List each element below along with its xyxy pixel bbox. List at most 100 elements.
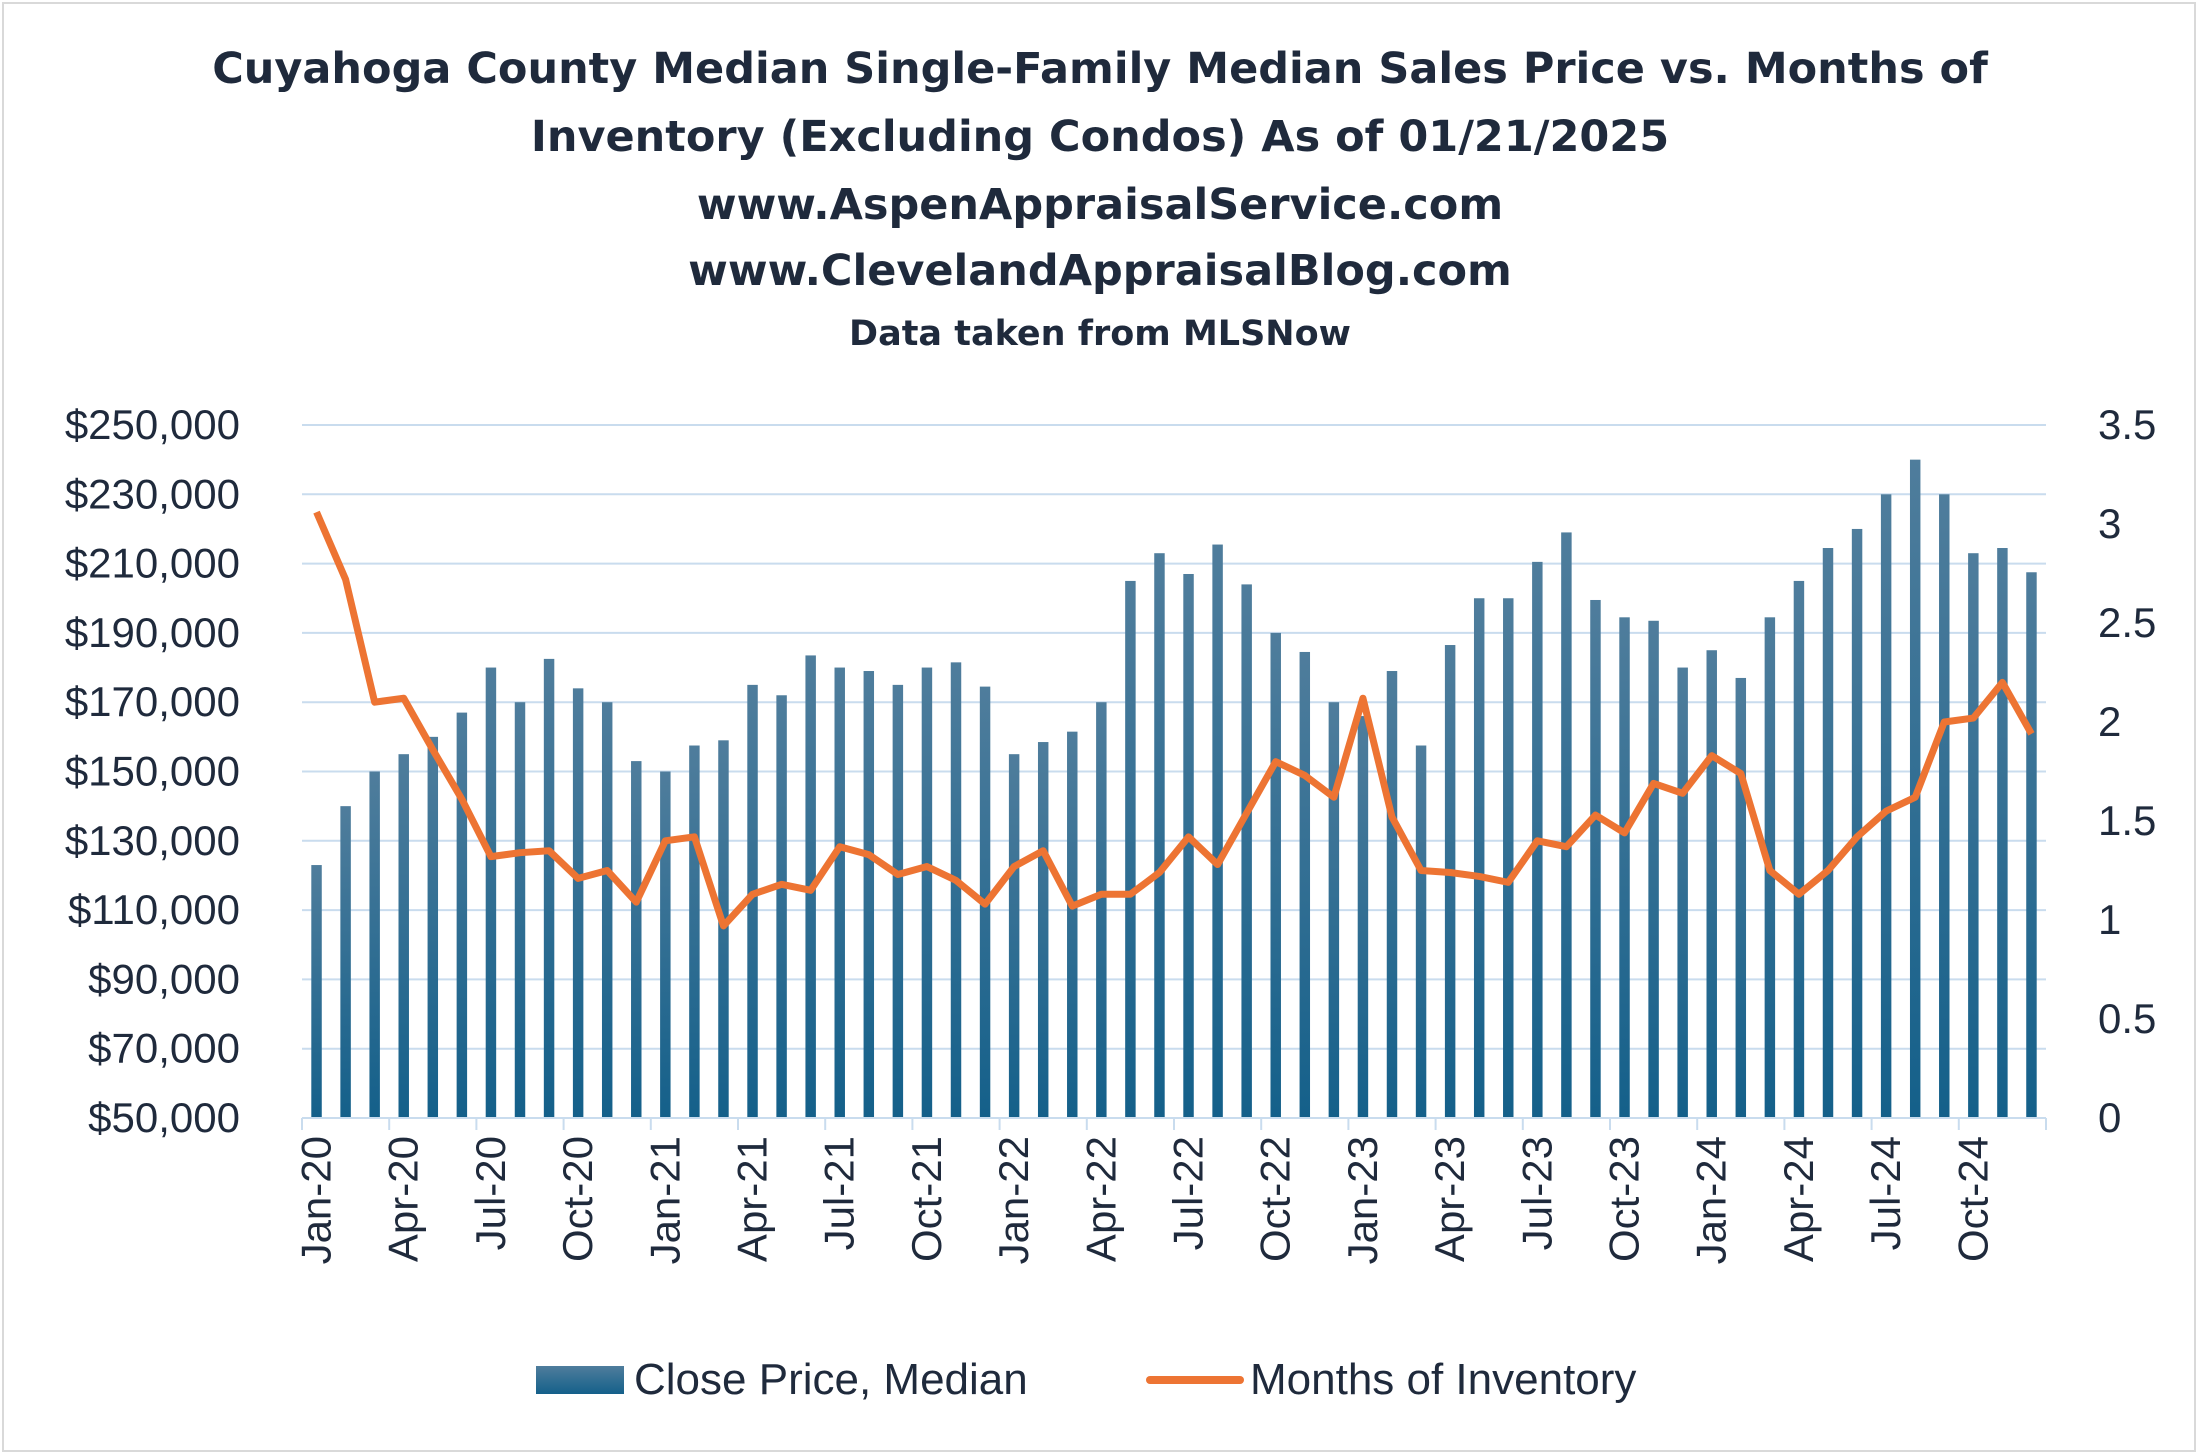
bar-Aug-23 (1561, 532, 1572, 1118)
bar-Oct-20 (572, 688, 584, 1118)
x-tick-label: Jan-24 (1688, 1136, 1735, 1264)
bar-Nov-20 (601, 702, 613, 1118)
y-right-tick-label: 2 (2098, 698, 2121, 745)
bar-Oct-21 (921, 667, 933, 1118)
bar-May-23 (1473, 598, 1485, 1118)
x-tick-label: Oct-22 (1252, 1136, 1299, 1262)
y-right-tick-label: 3 (2098, 500, 2121, 547)
bar-Apr-22 (1096, 702, 1107, 1118)
bar-Apr-23 (1444, 645, 1456, 1118)
bar-Mar-20 (369, 771, 380, 1118)
bar-Feb-24 (1735, 677, 1747, 1118)
bar-Dec-24 (2026, 572, 2037, 1118)
bar-Dec-23 (1677, 667, 1688, 1118)
inventory-line (313, 510, 2035, 930)
bar-Jan-20 (311, 865, 322, 1118)
bar-Oct-22 (1270, 632, 1281, 1118)
bar-Nov-23 (1648, 620, 1659, 1118)
bar-Jun-24 (1851, 528, 1863, 1118)
x-tick-label: Apr-24 (1775, 1136, 1822, 1262)
bar-Sep-20 (543, 658, 555, 1118)
chart-subtitle: Data taken from MLSNow (849, 314, 1351, 354)
bar-Dec-20 (631, 761, 642, 1118)
legend-label-close-price: Close Price, Median (634, 1355, 1028, 1404)
x-tick-label: Oct-21 (903, 1136, 950, 1262)
bar-Nov-24 (1997, 548, 2008, 1118)
y-right-tick-label: 2.5 (2098, 599, 2156, 646)
y-left-tick-label: $110,000 (68, 886, 240, 933)
x-tick-label: Oct-24 (1949, 1136, 1996, 1262)
y-left-tick-label: $210,000 (65, 540, 240, 587)
bar-Nov-22 (1299, 651, 1311, 1118)
bar-Nov-21 (950, 662, 962, 1118)
bar-Mar-23 (1415, 745, 1427, 1118)
bar-Sep-23 (1590, 599, 1601, 1118)
bar-Jun-20 (456, 712, 468, 1118)
x-tick-label: Jul-20 (467, 1136, 514, 1250)
bar-Jan-24 (1706, 650, 1717, 1118)
x-tick-label: Jan-21 (641, 1136, 688, 1264)
bar-Mar-22 (1067, 731, 1078, 1118)
y-left-tick-label: $70,000 (88, 1025, 240, 1072)
y-right-tick-label: 0.5 (2098, 995, 2156, 1042)
x-tick-label: Jul-22 (1165, 1136, 1212, 1250)
y-right-tick-label: 0 (2098, 1094, 2121, 1141)
bar-Aug-21 (863, 671, 875, 1118)
bar-Dec-22 (1328, 702, 1340, 1118)
bar-Jul-24 (1880, 494, 1892, 1118)
y-left-tick-label: $250,000 (65, 401, 240, 448)
chart-title-line-3: www.AspenAppraisalService.com (696, 180, 1504, 230)
x-tick-label: Jan-22 (990, 1136, 1037, 1264)
x-tick-label: Jan-23 (1339, 1136, 1386, 1264)
bar-Oct-24 (1968, 553, 1979, 1118)
bar-Aug-22 (1212, 544, 1223, 1118)
x-tick-label: Apr-21 (729, 1136, 776, 1262)
chart-title-line-2: Inventory (Excluding Condos) As of 01/21… (530, 112, 1670, 162)
x-tick-label: Jul-21 (816, 1136, 863, 1250)
y-left-tick-label: $190,000 (65, 609, 240, 656)
y-left-tick-label: $150,000 (65, 748, 240, 795)
bar-May-20 (427, 736, 439, 1118)
x-tick-label: Jul-23 (1513, 1136, 1560, 1250)
bar-Feb-21 (689, 745, 700, 1118)
x-tick-label: Apr-20 (380, 1136, 427, 1262)
bar-Feb-23 (1386, 671, 1398, 1118)
legend-label-months-of-inventory: Months of Inventory (1250, 1355, 1636, 1404)
bar-May-21 (776, 695, 787, 1118)
legend-bar-swatch (536, 1366, 624, 1394)
bar-Sep-22 (1241, 584, 1252, 1118)
bar-Jul-20 (485, 667, 497, 1118)
bar-Jan-21 (660, 771, 671, 1118)
bar-Apr-21 (747, 684, 758, 1118)
x-tick-label: Apr-23 (1426, 1136, 1473, 1262)
bar-Jul-22 (1183, 573, 1194, 1118)
x-tick-label: Oct-20 (554, 1136, 601, 1262)
bar-Jan-23 (1357, 716, 1369, 1118)
bar-Sep-21 (892, 684, 904, 1118)
y-left-tick-label: $170,000 (65, 678, 240, 725)
x-tick-label: Jan-20 (293, 1136, 340, 1264)
bar-Jun-22 (1154, 553, 1165, 1118)
y-right-tick-label: 1.5 (2098, 797, 2156, 844)
chart-title-line-1: Cuyahoga County Median Single-Family Med… (212, 44, 1988, 94)
y-right-tick-label: 3.5 (2098, 401, 2156, 448)
bar-Jul-21 (834, 667, 845, 1118)
x-tick-label: Apr-22 (1077, 1136, 1124, 1262)
y-left-tick-label: $50,000 (88, 1094, 240, 1141)
chart-title-line-4: www.ClevelandAppraisalBlog.com (688, 246, 1512, 296)
y-left-tick-label: $90,000 (88, 955, 240, 1002)
y-right-tick-label: 1 (2098, 896, 2121, 943)
bar-Feb-22 (1037, 742, 1049, 1118)
bar-Apr-24 (1793, 580, 1805, 1118)
bar-Feb-20 (340, 806, 351, 1118)
bar-Aug-20 (514, 702, 526, 1118)
bar-Jun-23 (1503, 598, 1514, 1118)
bar-Oct-23 (1619, 617, 1630, 1118)
bar-Apr-20 (398, 754, 409, 1118)
bar-Sep-24 (1939, 494, 1950, 1118)
bar-Jan-22 (1008, 754, 1020, 1118)
bar-May-22 (1125, 580, 1136, 1118)
bar-May-24 (1822, 548, 1834, 1118)
